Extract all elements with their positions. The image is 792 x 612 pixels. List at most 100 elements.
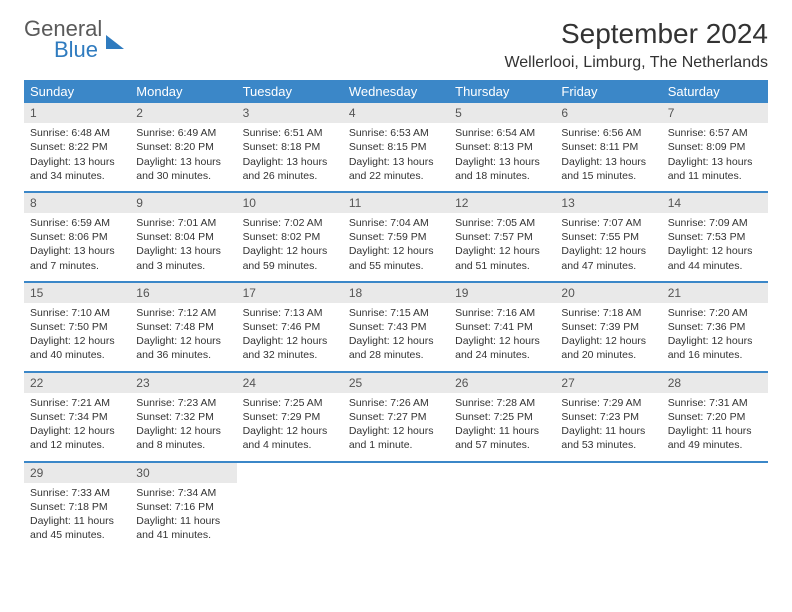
logo-triangle-icon (106, 35, 124, 49)
daylight-text: and 40 minutes. (30, 348, 124, 362)
sunset-text: Sunset: 7:53 PM (668, 230, 762, 244)
sunrise-text: Sunrise: 6:54 AM (455, 126, 549, 140)
daylight-text: and 36 minutes. (136, 348, 230, 362)
sunset-text: Sunset: 8:13 PM (455, 140, 549, 154)
sunrise-text: Sunrise: 7:16 AM (455, 306, 549, 320)
day-cell: 19 Sunrise: 7:16 AMSunset: 7:41 PMDayligh… (449, 282, 555, 372)
day-number: 21 (662, 283, 768, 303)
daylight-text: Daylight: 12 hours (243, 334, 337, 348)
sunset-text: Sunset: 7:29 PM (243, 410, 337, 424)
day-cell: 8Sunrise: 6:59 AMSunset: 8:06 PMDaylight… (24, 192, 130, 282)
daylight-text: Daylight: 13 hours (561, 155, 655, 169)
daylight-text: and 3 minutes. (136, 259, 230, 273)
week-row: 29Sunrise: 7:33 AMSunset: 7:18 PMDayligh… (24, 462, 768, 551)
day-number: 9 (130, 193, 236, 213)
daylight-text: and 28 minutes. (349, 348, 443, 362)
sunrise-text: Sunrise: 7:15 AM (349, 306, 443, 320)
day-number: 12 (449, 193, 555, 213)
sunrise-text: Sunrise: 7:18 AM (561, 306, 655, 320)
sunset-text: Sunset: 7:27 PM (349, 410, 443, 424)
sunrise-text: Sunrise: 6:49 AM (136, 126, 230, 140)
month-title: September 2024 (504, 18, 768, 50)
day-cell: 9Sunrise: 7:01 AMSunset: 8:04 PMDaylight… (130, 192, 236, 282)
day-number: 28 (662, 373, 768, 393)
daylight-text: Daylight: 12 hours (243, 244, 337, 258)
day-cell: 12Sunrise: 7:05 AMSunset: 7:57 PMDayligh… (449, 192, 555, 282)
sunrise-text: Sunrise: 7:13 AM (243, 306, 337, 320)
sunrise-text: Sunrise: 7:34 AM (136, 486, 230, 500)
daylight-text: and 51 minutes. (455, 259, 549, 273)
daylight-text: and 24 minutes. (455, 348, 549, 362)
day-cell: 20Sunrise: 7:18 AMSunset: 7:39 PMDayligh… (555, 282, 661, 372)
sunset-text: Sunset: 8:18 PM (243, 140, 337, 154)
sunset-text: Sunset: 8:15 PM (349, 140, 443, 154)
day-number: 14 (662, 193, 768, 213)
sunset-text: Sunset: 7:16 PM (136, 500, 230, 514)
day-cell: 11Sunrise: 7:04 AMSunset: 7:59 PMDayligh… (343, 192, 449, 282)
day-cell: 27Sunrise: 7:29 AMSunset: 7:23 PMDayligh… (555, 372, 661, 462)
day-cell: 3Sunrise: 6:51 AMSunset: 8:18 PMDaylight… (237, 103, 343, 192)
day-number: 19 (449, 283, 555, 303)
day-cell: . (343, 462, 449, 551)
sunset-text: Sunset: 7:57 PM (455, 230, 549, 244)
title-block: September 2024 Wellerlooi, Limburg, The … (504, 18, 768, 72)
sunset-text: Sunset: 8:04 PM (136, 230, 230, 244)
day-number: 30 (130, 463, 236, 483)
weekday-header: Tuesday (237, 80, 343, 103)
daylight-text: and 7 minutes. (30, 259, 124, 273)
day-cell: 16Sunrise: 7:12 AMSunset: 7:48 PMDayligh… (130, 282, 236, 372)
sunset-text: Sunset: 7:23 PM (561, 410, 655, 424)
sunrise-text: Sunrise: 7:07 AM (561, 216, 655, 230)
daylight-text: Daylight: 13 hours (668, 155, 762, 169)
day-number: 16 (130, 283, 236, 303)
day-cell: 22Sunrise: 7:21 AMSunset: 7:34 PMDayligh… (24, 372, 130, 462)
daylight-text: Daylight: 12 hours (136, 334, 230, 348)
day-number: 7 (662, 103, 768, 123)
sunrise-text: Sunrise: 7:23 AM (136, 396, 230, 410)
sunrise-text: Sunrise: 6:56 AM (561, 126, 655, 140)
sunrise-text: Sunrise: 7:25 AM (243, 396, 337, 410)
daylight-text: Daylight: 12 hours (668, 244, 762, 258)
day-number: 15 (24, 283, 130, 303)
daylight-text: and 45 minutes. (30, 528, 124, 542)
day-number: 20 (555, 283, 661, 303)
day-number: 24 (237, 373, 343, 393)
sunset-text: Sunset: 7:39 PM (561, 320, 655, 334)
sunrise-text: Sunrise: 6:59 AM (30, 216, 124, 230)
sunset-text: Sunset: 8:09 PM (668, 140, 762, 154)
daylight-text: and 59 minutes. (243, 259, 337, 273)
daylight-text: Daylight: 11 hours (455, 424, 549, 438)
day-cell: . (555, 462, 661, 551)
weekday-header: Friday (555, 80, 661, 103)
day-cell: 28Sunrise: 7:31 AMSunset: 7:20 PMDayligh… (662, 372, 768, 462)
weekday-header: Saturday (662, 80, 768, 103)
sunrise-text: Sunrise: 7:02 AM (243, 216, 337, 230)
sunrise-text: Sunrise: 7:09 AM (668, 216, 762, 230)
daylight-text: Daylight: 13 hours (136, 155, 230, 169)
daylight-text: and 49 minutes. (668, 438, 762, 452)
day-number: 13 (555, 193, 661, 213)
day-cell: 1Sunrise: 6:48 AMSunset: 8:22 PMDaylight… (24, 103, 130, 192)
day-number: 5 (449, 103, 555, 123)
daylight-text: Daylight: 12 hours (243, 424, 337, 438)
daylight-text: Daylight: 12 hours (136, 424, 230, 438)
daylight-text: Daylight: 12 hours (455, 334, 549, 348)
day-cell: . (449, 462, 555, 551)
day-cell: 29Sunrise: 7:33 AMSunset: 7:18 PMDayligh… (24, 462, 130, 551)
daylight-text: and 11 minutes. (668, 169, 762, 183)
sunrise-text: Sunrise: 7:29 AM (561, 396, 655, 410)
daylight-text: and 44 minutes. (668, 259, 762, 273)
sunrise-text: Sunrise: 7:12 AM (136, 306, 230, 320)
sunset-text: Sunset: 7:55 PM (561, 230, 655, 244)
sunset-text: Sunset: 8:20 PM (136, 140, 230, 154)
header: General Blue September 2024 Wellerlooi, … (24, 18, 768, 72)
daylight-text: Daylight: 12 hours (30, 334, 124, 348)
weekday-header: Sunday (24, 80, 130, 103)
sunset-text: Sunset: 7:41 PM (455, 320, 549, 334)
daylight-text: and 4 minutes. (243, 438, 337, 452)
daylight-text: Daylight: 12 hours (455, 244, 549, 258)
sunrise-text: Sunrise: 6:57 AM (668, 126, 762, 140)
day-number: 10 (237, 193, 343, 213)
day-cell: 4Sunrise: 6:53 AMSunset: 8:15 PMDaylight… (343, 103, 449, 192)
day-cell: 25Sunrise: 7:26 AMSunset: 7:27 PMDayligh… (343, 372, 449, 462)
